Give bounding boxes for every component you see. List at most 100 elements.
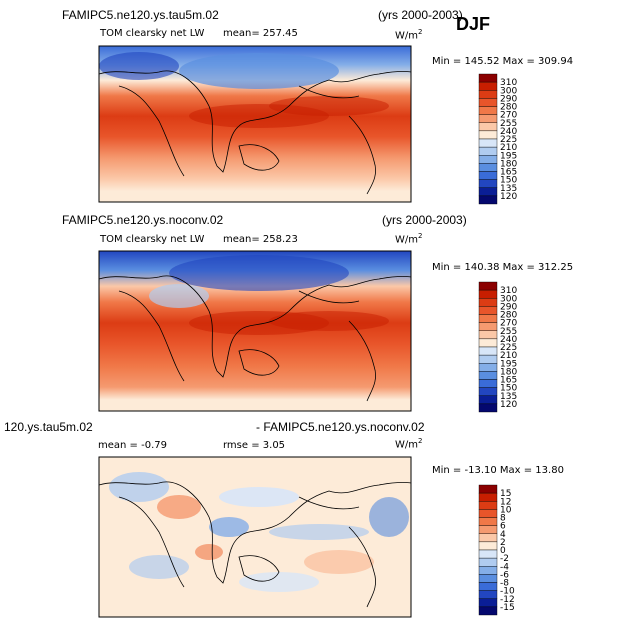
colorbar-label: 225: [500, 135, 517, 145]
colorbar-label: 300: [500, 86, 517, 96]
colorbar-label: 210: [500, 351, 517, 361]
colorbar-swatch: [478, 155, 498, 164]
panel1-years: (yrs 2000-2003): [378, 8, 463, 22]
panel2-units: W/m2: [395, 232, 423, 246]
colorbar-label: 12: [500, 497, 511, 507]
colorbar-label: 150: [500, 176, 517, 186]
colorbar-label: 120: [500, 400, 517, 410]
colorbar-label: 255: [500, 327, 517, 337]
colorbar-swatch: [478, 146, 498, 156]
colorbar-label: -2: [500, 554, 509, 564]
colorbar-label: 6: [500, 522, 506, 532]
colorbar-swatch: [478, 598, 498, 608]
colorbar-swatch: [478, 322, 498, 331]
colorbar-label: 150: [500, 384, 517, 394]
colorbar-label: 225: [500, 343, 517, 353]
panel2-colorbar: 3103002902802702552402252101951801651501…: [478, 281, 517, 413]
colorbar-label: 180: [500, 159, 517, 169]
colorbar-swatch: [478, 195, 498, 205]
colorbar-swatch: [478, 379, 498, 388]
colorbar-label: -4: [500, 562, 509, 572]
colorbar-label: 255: [500, 119, 517, 129]
colorbar-label: 310: [500, 286, 517, 296]
colorbar-label: 270: [500, 319, 517, 329]
colorbar-label: 240: [500, 335, 517, 345]
colorbar-swatch: [478, 346, 498, 356]
colorbar-swatch: [478, 582, 498, 591]
colorbar-swatch: [478, 395, 498, 405]
colorbar-swatch: [478, 557, 498, 567]
colorbar-swatch: [478, 314, 498, 323]
panel2-variable: TOM clearsky net LW: [100, 234, 205, 245]
colorbar-swatch: [478, 330, 498, 340]
panel1-variable: TOM clearsky net LW: [100, 28, 205, 39]
panel2-case-title: FAMIPC5.ne120.ys.noconv.02: [62, 213, 224, 227]
panel2-minmax: Min = 140.38 Max = 312.25: [432, 262, 574, 273]
colorbar-swatch: [478, 354, 498, 364]
colorbar-label: 280: [500, 311, 517, 321]
colorbar-swatch: [478, 403, 498, 413]
panel3-mean: mean = -0.79: [98, 440, 167, 451]
colorbar-swatch: [478, 81, 498, 91]
colorbar-swatch: [478, 525, 498, 534]
colorbar-swatch: [478, 106, 498, 115]
colorbar-label: 165: [500, 168, 517, 178]
colorbar-swatch: [478, 338, 498, 348]
colorbar-swatch: [478, 371, 498, 380]
colorbar-label: 2: [500, 538, 506, 548]
colorbar-swatch: [478, 387, 498, 396]
colorbar-label: 290: [500, 94, 517, 104]
colorbar-swatch: [478, 130, 498, 140]
colorbar-swatch: [478, 509, 498, 518]
colorbar-label: 240: [500, 127, 517, 137]
colorbar-swatch: [478, 549, 498, 559]
colorbar-swatch: [478, 90, 498, 99]
colorbar-label: -8: [500, 579, 509, 589]
colorbar-label: 195: [500, 359, 517, 369]
colorbar-label: 300: [500, 294, 517, 304]
colorbar-label: 15: [500, 489, 511, 499]
colorbar-label: 290: [500, 302, 517, 312]
colorbar-swatch: [478, 98, 498, 107]
colorbar-label: 135: [500, 392, 517, 402]
colorbar-swatch: [478, 566, 498, 575]
colorbar-swatch: [478, 363, 498, 372]
colorbar-label: 270: [500, 111, 517, 121]
colorbar-label: 165: [500, 376, 517, 386]
colorbar-swatch: [478, 492, 498, 502]
colorbar-label: 135: [500, 184, 517, 194]
panel1-map: [98, 45, 412, 203]
colorbar-label: -10: [500, 587, 515, 597]
colorbar-swatch: [478, 171, 498, 180]
panel1-colorbar: 3103002902802702552402252101951801651501…: [478, 73, 517, 205]
panel3-case-title: 120.ys.tau5m.02: [4, 420, 93, 434]
panel3-units: W/m2: [395, 437, 423, 451]
colorbar-label: 8: [500, 514, 506, 524]
colorbar-label: 310: [500, 78, 517, 88]
colorbar-swatch: [478, 122, 498, 132]
colorbar-swatch: [478, 306, 498, 315]
colorbar-swatch: [478, 138, 498, 148]
panel1-units: W/m2: [395, 28, 423, 42]
colorbar-label: 280: [500, 103, 517, 113]
colorbar-swatch: [478, 533, 498, 543]
colorbar-swatch: [478, 114, 498, 123]
colorbar-label: -6: [500, 570, 509, 580]
colorbar-swatch: [478, 187, 498, 197]
colorbar-swatch: [478, 590, 498, 599]
colorbar-swatch: [478, 501, 498, 510]
colorbar-swatch: [478, 541, 498, 551]
colorbar-label: 180: [500, 367, 517, 377]
panel2-mean: mean= 258.23: [223, 234, 298, 245]
panel2-years: (yrs 2000-2003): [382, 213, 467, 227]
panel1-minmax: Min = 145.52 Max = 309.94: [432, 56, 574, 67]
colorbar-label: -12: [500, 595, 515, 605]
colorbar-swatch: [478, 73, 498, 83]
panel3-minmax: Min = -13.10 Max = 13.80: [432, 465, 564, 476]
colorbar-swatch: [478, 298, 498, 307]
panel1-mean: mean= 257.45: [223, 28, 298, 39]
season-label: DJF: [456, 14, 491, 34]
colorbar-swatch: [478, 606, 498, 616]
colorbar-label: 10: [500, 505, 512, 515]
